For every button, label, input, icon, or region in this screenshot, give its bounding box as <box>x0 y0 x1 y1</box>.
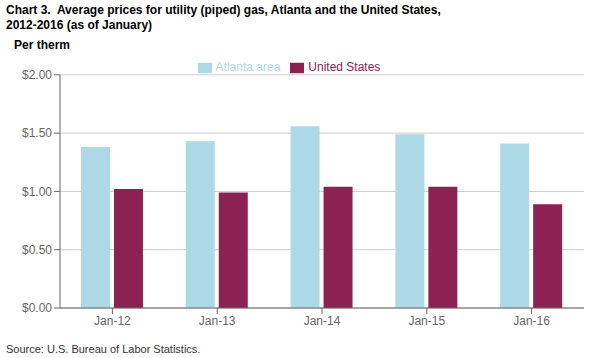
svg-text:$1.50: $1.50 <box>22 126 52 140</box>
html-text:2012-2016 (as of January): 2012-2016 (as of January) <box>6 18 153 32</box>
html-text:Per therm: Per therm <box>14 38 70 52</box>
svg-text:Jan-16: Jan-16 <box>513 314 550 328</box>
html-text:Source: U.S. Bureau of Labor S: Source: U.S. Bureau of Labor Statistics. <box>6 343 201 355</box>
svg-text:Jan-14: Jan-14 <box>304 314 341 328</box>
svg-text:Jan-15: Jan-15 <box>408 314 445 328</box>
html-text:Chart 3. Average prices for ut: Chart 3. Average prices for utility (pip… <box>6 3 441 17</box>
svg-text:Jan-12: Jan-12 <box>94 314 131 328</box>
html-text:United States: United States <box>308 60 381 74</box>
svg-text:$2.00: $2.00 <box>22 68 52 82</box>
svg-text:$1.00: $1.00 <box>22 185 52 199</box>
svg-text:$0.50: $0.50 <box>22 243 52 257</box>
svg-text:$0.00: $0.00 <box>22 301 52 315</box>
html-text:Atlanta area: Atlanta area <box>215 60 281 74</box>
svg-text:Jan-13: Jan-13 <box>199 314 236 328</box>
